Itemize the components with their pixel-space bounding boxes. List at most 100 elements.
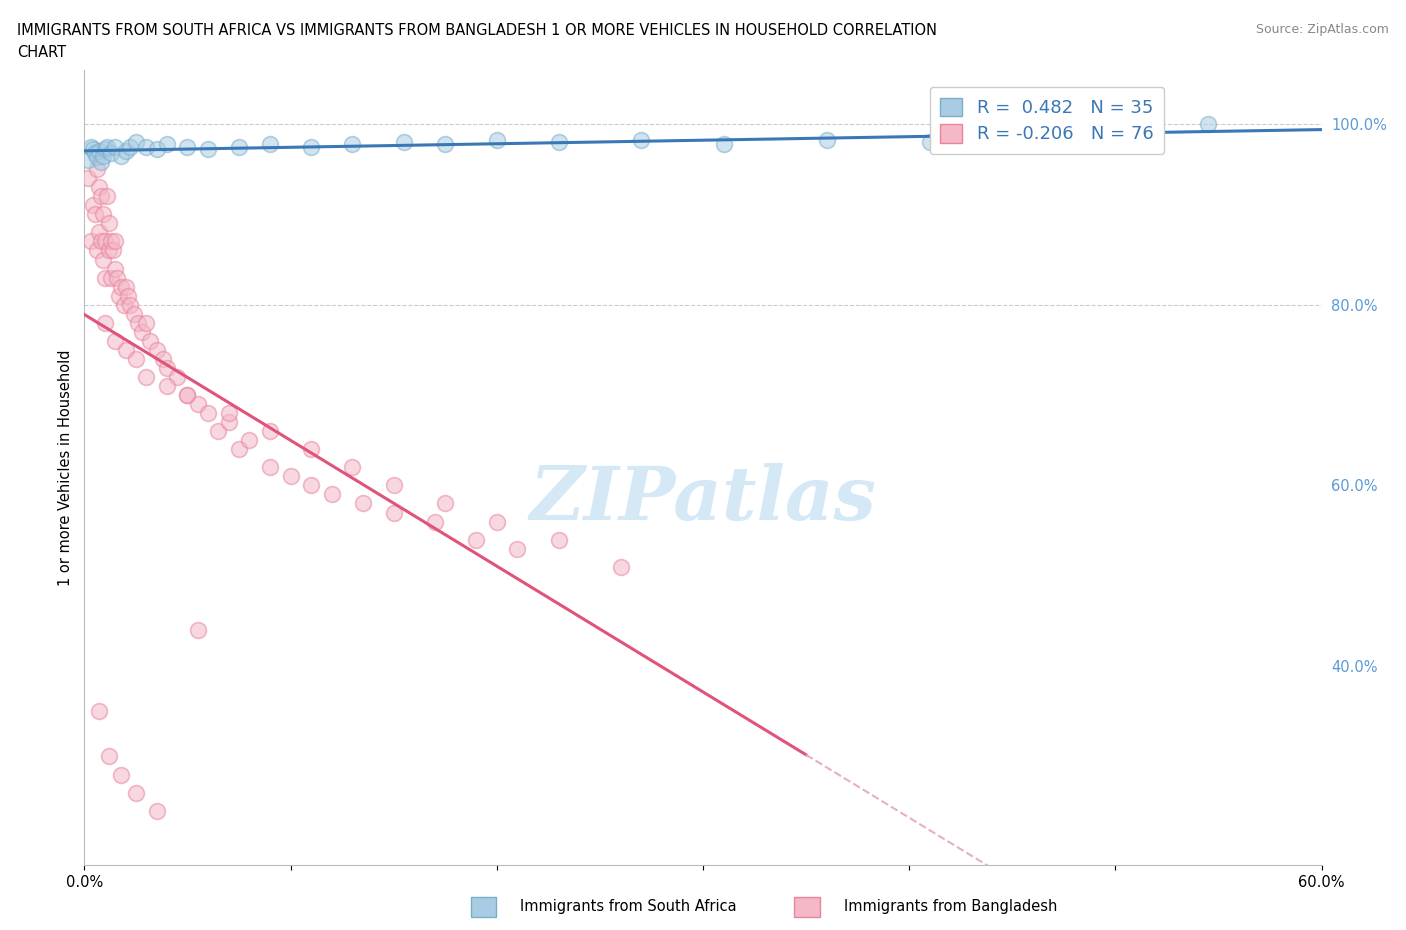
Point — [506, 541, 529, 556]
Point — [127, 315, 149, 330]
Point — [91, 252, 114, 267]
Point — [98, 243, 121, 258]
Point — [135, 315, 157, 330]
Legend: R =  0.482   N = 35, R = -0.206   N = 76: R = 0.482 N = 35, R = -0.206 N = 76 — [929, 86, 1164, 154]
Point — [94, 234, 117, 249]
Point — [110, 279, 132, 294]
Point — [485, 133, 508, 148]
Point — [299, 442, 322, 457]
Point — [83, 145, 105, 160]
Point — [299, 478, 322, 493]
Point — [100, 270, 122, 285]
Point — [434, 137, 457, 152]
Point — [82, 142, 104, 157]
Point — [228, 140, 250, 154]
Point — [187, 622, 209, 637]
Point — [1042, 133, 1064, 148]
Point — [434, 496, 457, 511]
Point — [125, 135, 148, 150]
Text: Source: ZipAtlas.com: Source: ZipAtlas.com — [1256, 23, 1389, 36]
Point — [90, 189, 112, 204]
Point — [145, 804, 167, 818]
Point — [465, 532, 488, 547]
Point — [91, 206, 114, 221]
Point — [86, 162, 108, 177]
Point — [83, 206, 105, 221]
Point — [197, 405, 219, 420]
Point — [131, 325, 153, 339]
Point — [423, 514, 446, 529]
Point — [86, 243, 108, 258]
Point — [609, 559, 631, 574]
Point — [342, 137, 364, 152]
Point — [321, 487, 343, 502]
Point — [139, 333, 162, 348]
Point — [87, 225, 110, 240]
Point — [96, 189, 118, 204]
Point — [207, 424, 229, 439]
Point — [114, 279, 136, 294]
Point — [135, 369, 157, 384]
Point — [125, 352, 148, 366]
Point — [815, 133, 838, 148]
Point — [105, 270, 128, 285]
Text: CHART: CHART — [17, 45, 66, 60]
Point — [94, 142, 117, 157]
Point — [104, 234, 127, 249]
Point — [145, 142, 167, 157]
Point — [79, 140, 101, 154]
Point — [176, 388, 198, 403]
Point — [382, 478, 405, 493]
Point — [176, 140, 198, 154]
Point — [90, 234, 112, 249]
Point — [77, 153, 100, 167]
Point — [87, 143, 110, 158]
Point — [104, 261, 127, 276]
Point — [145, 342, 167, 357]
Point — [118, 140, 141, 154]
Point — [117, 288, 139, 303]
Point — [156, 361, 179, 376]
Point — [392, 135, 415, 150]
Text: IMMIGRANTS FROM SOUTH AFRICA VS IMMIGRANTS FROM BANGLADESH 1 OR MORE VEHICLES IN: IMMIGRANTS FROM SOUTH AFRICA VS IMMIGRAN… — [17, 23, 936, 38]
Point — [77, 171, 100, 186]
Point — [104, 140, 127, 154]
Point — [114, 342, 136, 357]
Point — [96, 140, 118, 154]
Point — [259, 460, 281, 474]
Point — [98, 216, 121, 231]
Point — [135, 140, 157, 154]
Point — [110, 767, 132, 782]
Point — [259, 424, 281, 439]
Point — [156, 379, 179, 393]
Point — [547, 135, 569, 150]
Point — [91, 148, 114, 163]
Point — [82, 198, 104, 213]
Text: ZIPatlas: ZIPatlas — [530, 463, 876, 536]
Point — [86, 150, 108, 165]
Text: Immigrants from Bangladesh: Immigrants from Bangladesh — [844, 899, 1057, 914]
Point — [94, 270, 117, 285]
Point — [485, 514, 508, 529]
Point — [112, 298, 135, 312]
Point — [382, 505, 405, 520]
Point — [108, 288, 131, 303]
Point — [259, 137, 281, 152]
Point — [98, 749, 121, 764]
Point — [114, 143, 136, 158]
Point — [104, 333, 127, 348]
Point — [238, 432, 260, 447]
Point — [713, 137, 735, 152]
Point — [280, 469, 302, 484]
Point — [176, 388, 198, 403]
Y-axis label: 1 or more Vehicles in Household: 1 or more Vehicles in Household — [58, 349, 73, 586]
Point — [228, 442, 250, 457]
Point — [103, 243, 125, 258]
Point — [630, 133, 652, 148]
Point — [90, 154, 112, 169]
Point — [197, 142, 219, 157]
Point — [87, 704, 110, 719]
Point — [342, 460, 364, 474]
Point — [218, 405, 240, 420]
Point — [87, 179, 110, 194]
